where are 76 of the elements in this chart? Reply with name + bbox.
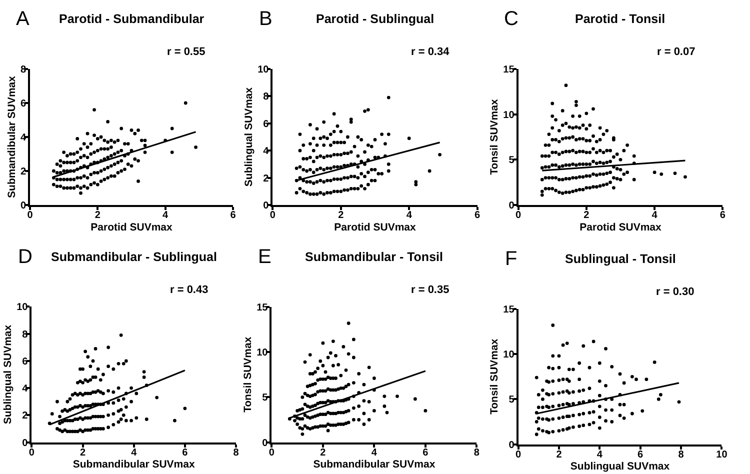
y-tick-label: 2 xyxy=(263,173,270,184)
text: r = 0.55 xyxy=(167,46,206,58)
y-tick-label: 15 xyxy=(503,64,515,76)
x-tick-label: 4 xyxy=(371,447,378,458)
x-axis-title: Parotid SUVmax xyxy=(580,221,662,234)
x-tick-label: 6 xyxy=(422,447,429,458)
chart-title: Submandibular - Tonsil xyxy=(305,250,443,264)
text: C xyxy=(504,8,518,30)
x-tick-label: 4 xyxy=(652,210,658,221)
x-axis-title: Parotid SUVmax xyxy=(90,221,172,234)
x-tick-label: 4 xyxy=(162,210,169,221)
x-tick-label: 2 xyxy=(94,210,101,221)
x-tick-label: 0 xyxy=(516,449,522,460)
y-tick-label: 6 xyxy=(22,356,28,368)
y-axis-title: Tonsil SUVmax xyxy=(242,336,254,412)
text: B xyxy=(259,8,272,30)
text: A xyxy=(16,8,30,30)
text: F xyxy=(505,248,518,270)
x-tick-label: 4 xyxy=(596,449,603,460)
y-axis-title: Tonsil SUVmax xyxy=(488,99,500,175)
text: r = 0.43 xyxy=(170,284,208,296)
y-axis-title: Sublingual SUVmax xyxy=(2,324,14,424)
y-tick-label: 2 xyxy=(22,410,28,422)
text: r = 0.30 xyxy=(656,286,694,298)
y-tick-label: 15 xyxy=(503,304,515,316)
y-tick-label: 8 xyxy=(20,64,26,76)
x-tick-label: 4 xyxy=(131,447,138,458)
x-axis-title: Submandibular SUVmax xyxy=(72,458,195,471)
y-tick-label: 2 xyxy=(20,166,26,178)
y-tick-label: 10 xyxy=(256,348,268,359)
y-tick-label: 4 xyxy=(20,132,26,144)
y-tick-label: 15 xyxy=(256,302,268,314)
text: r = 0.35 xyxy=(411,284,450,296)
y-tick-label: 10 xyxy=(503,110,515,121)
y-tick-label: 8 xyxy=(263,92,270,103)
x-tick-label: 2 xyxy=(556,449,562,460)
y-tick-label: 10 xyxy=(258,64,270,76)
x-axis-title: Parotid SUVmax xyxy=(334,221,416,234)
text: r = 0.34 xyxy=(411,46,450,58)
y-axis-title: Submandibular SUVmax xyxy=(6,76,18,198)
x-tick-label: 2 xyxy=(338,210,344,221)
y-axis-title: Tonsil SUVmax xyxy=(488,338,500,414)
y-axis-title: Sublingual SUVmax xyxy=(242,87,255,187)
y-tick-label: 8 xyxy=(22,329,28,340)
y-tick-label: 5 xyxy=(508,394,515,406)
text: E xyxy=(258,246,272,268)
x-tick-label: 6 xyxy=(230,210,236,221)
x-tick-label: 8 xyxy=(678,449,684,460)
text: D xyxy=(18,246,32,268)
chart-title: Submandibular - Sublingual xyxy=(51,250,217,264)
x-tick-label: 6 xyxy=(182,447,188,458)
x-axis-title: Sublingual SUVmax xyxy=(570,460,670,473)
y-tick-label: 10 xyxy=(503,350,515,361)
y-tick-label: 6 xyxy=(20,98,26,110)
y-tick-label: 5 xyxy=(508,155,515,166)
y-tick-label: 4 xyxy=(22,384,28,395)
chart-title: Parotid - Submandibular xyxy=(59,12,204,26)
x-tick-label: 2 xyxy=(584,210,590,221)
chart-title: Sublingual - Tonsil xyxy=(565,252,676,266)
x-tick-label: 6 xyxy=(474,210,481,221)
x-tick-label: 10 xyxy=(716,449,728,460)
x-tick-label: 2 xyxy=(80,447,86,458)
x-tick-label: 0 xyxy=(516,210,522,221)
x-tick-label: 6 xyxy=(720,210,726,221)
x-tick-label: 6 xyxy=(638,449,644,460)
chart-title: Parotid - Tonsil xyxy=(575,12,666,26)
x-axis-title: Submandibular SUVmax xyxy=(313,458,436,471)
y-tick-label: 6 xyxy=(263,118,270,130)
text: r = 0.07 xyxy=(657,46,696,58)
y-tick-label: 10 xyxy=(16,302,28,314)
y-tick-label: 4 xyxy=(263,146,270,158)
x-tick-label: 8 xyxy=(474,447,480,458)
chart-title: Parotid - Sublingual xyxy=(316,12,434,26)
x-tick-label: 2 xyxy=(320,447,326,458)
x-tick-label: 8 xyxy=(233,447,240,458)
x-tick-label: 4 xyxy=(406,210,412,221)
